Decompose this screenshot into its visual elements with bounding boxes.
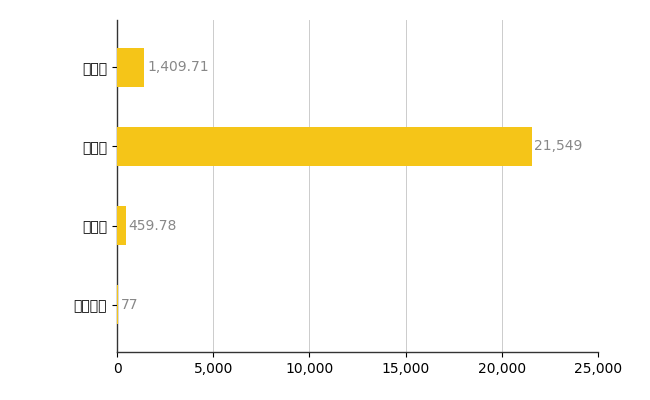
Text: 77: 77 bbox=[122, 298, 139, 312]
Bar bbox=[117, 48, 144, 87]
Bar bbox=[117, 285, 118, 324]
Bar bbox=[117, 206, 126, 245]
Text: 21,549: 21,549 bbox=[534, 140, 583, 154]
Text: 459.78: 459.78 bbox=[129, 218, 177, 232]
Text: 1,409.71: 1,409.71 bbox=[147, 60, 209, 74]
Bar bbox=[117, 127, 532, 166]
